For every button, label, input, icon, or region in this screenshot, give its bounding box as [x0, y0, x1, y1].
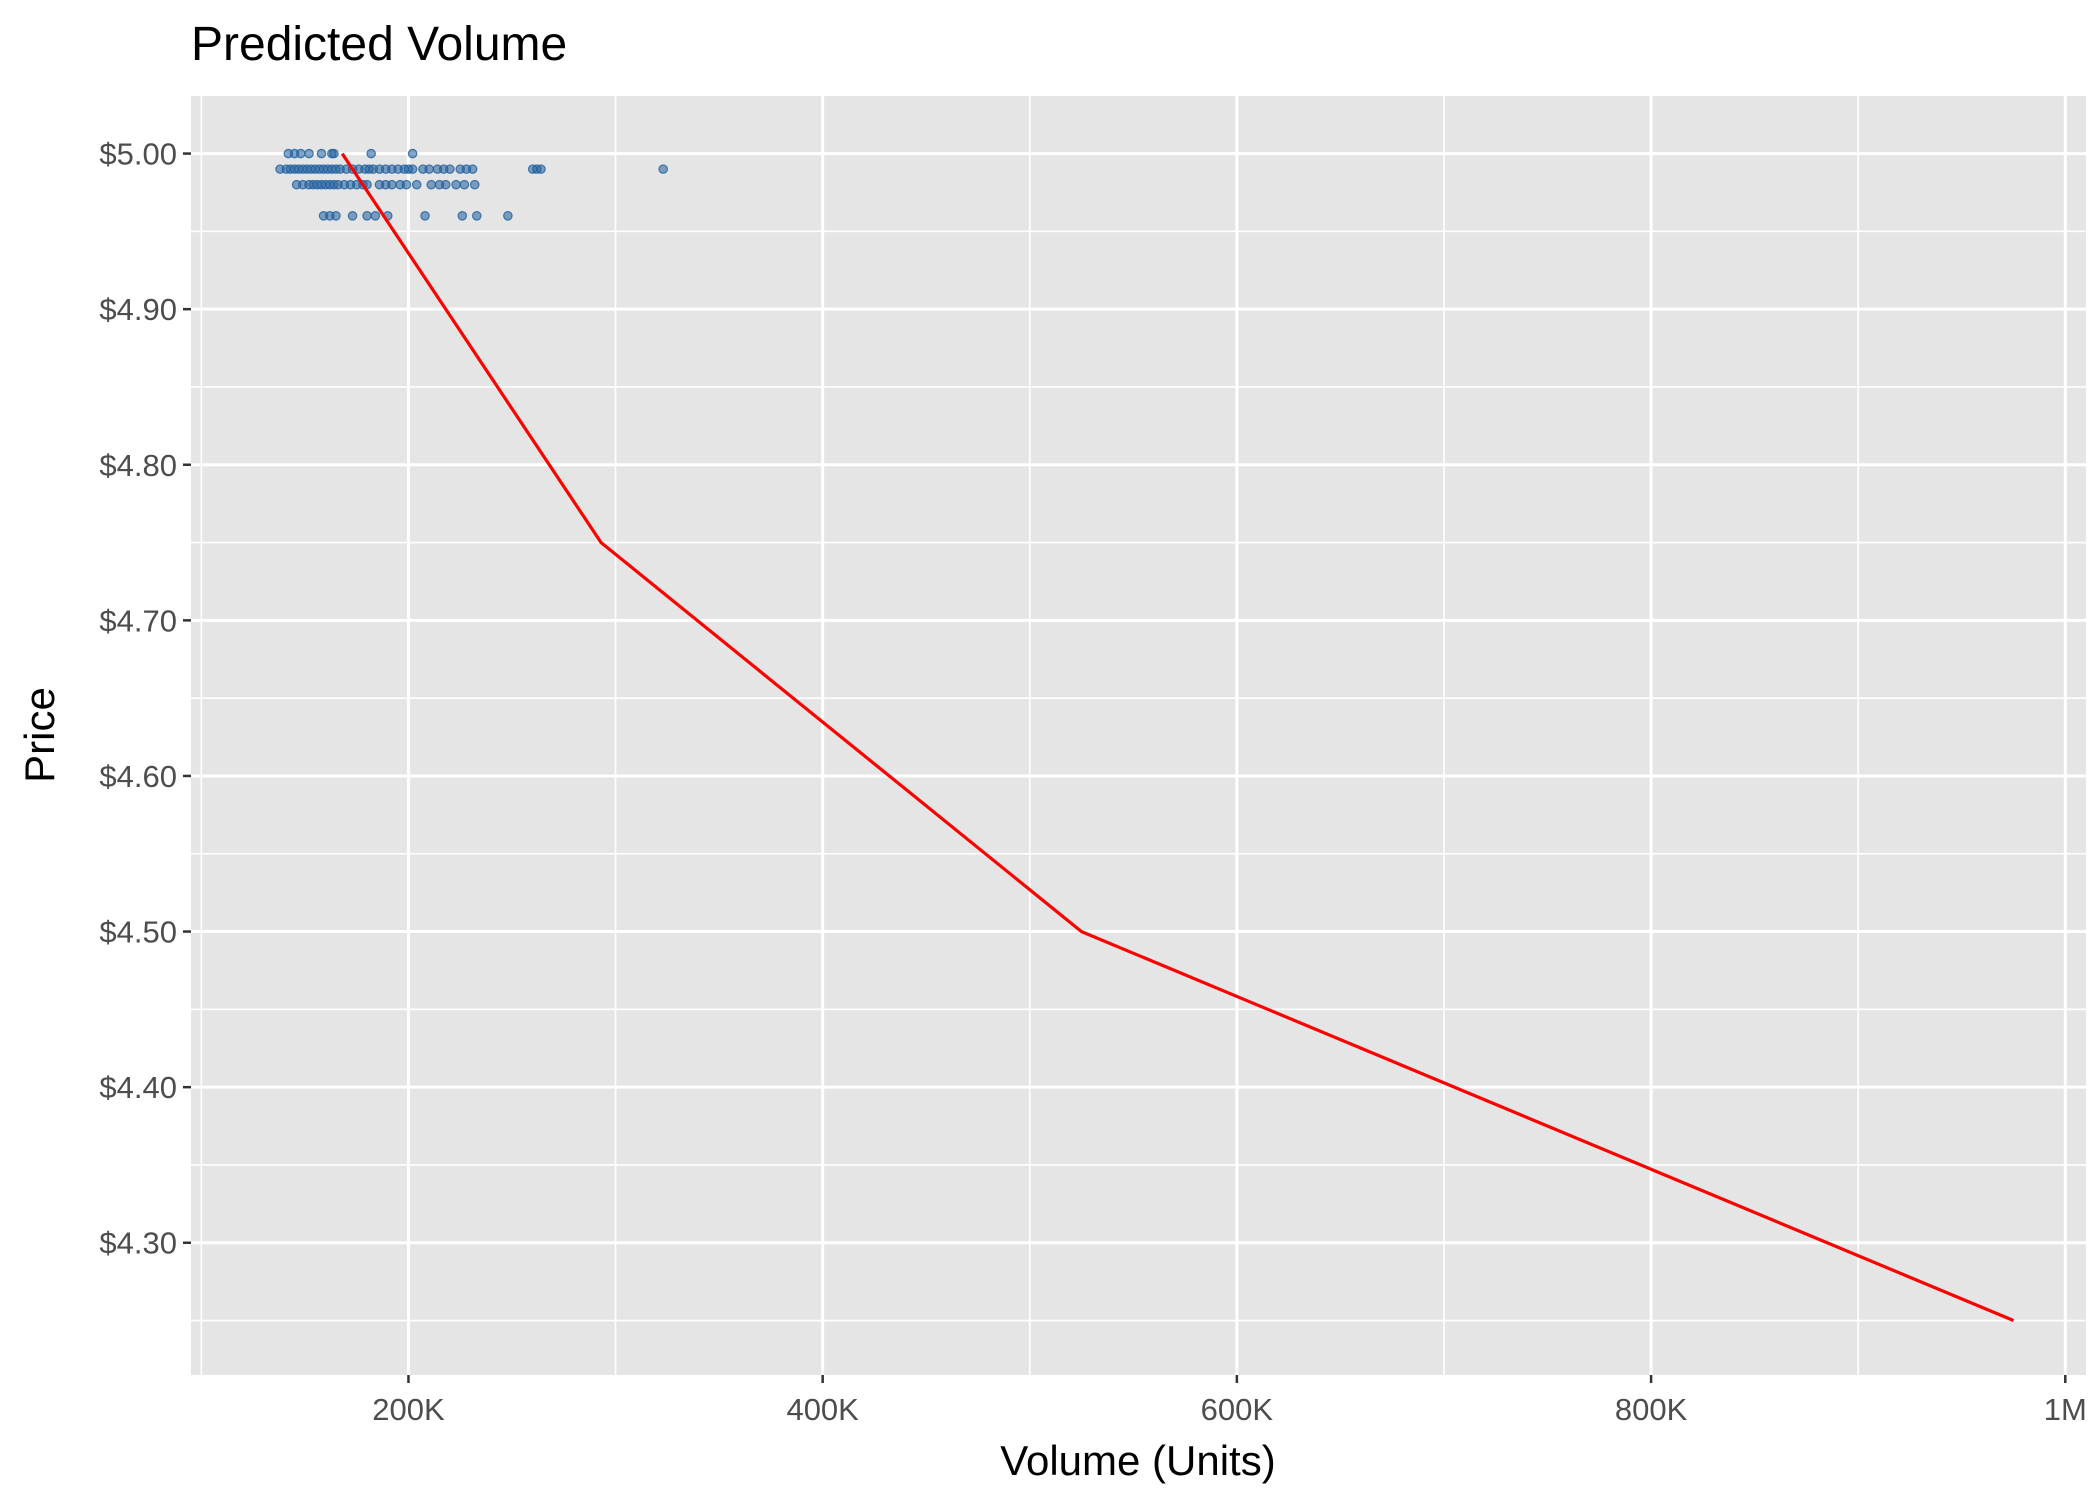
data-point [407, 148, 418, 159]
x-axis: 200K 400K 600K 800K 1M [372, 1375, 2087, 1427]
x-axis-title: Volume (Units) [1000, 1437, 1275, 1484]
scatter-points [275, 148, 668, 221]
major-gridlines [191, 96, 2086, 1375]
y-tick-label: $4.80 [99, 448, 177, 483]
data-point [411, 179, 422, 190]
prediction-line [340, 152, 2015, 1322]
data-point [329, 148, 339, 159]
data-point [658, 164, 668, 174]
data-point [295, 148, 306, 159]
y-axis: $4.30 $4.40 $4.50 $4.60 $4.70 $4.80 $4.90 $5.00 [99, 137, 191, 1261]
y-tick-label: $4.50 [99, 915, 177, 950]
data-point [407, 164, 418, 174]
data-point [370, 211, 381, 221]
data-point [331, 211, 341, 221]
y-tick-label: $4.40 [99, 1070, 177, 1105]
data-point [347, 211, 358, 221]
minor-gridlines [191, 96, 2086, 1375]
x-tick-label: 200K [372, 1392, 445, 1427]
y-tick-label: $4.70 [99, 603, 177, 638]
data-point [451, 179, 461, 190]
data-point [304, 148, 314, 159]
y-tick-label: $4.60 [99, 759, 177, 794]
x-tick-label: 600K [1201, 1392, 1274, 1427]
data-point [445, 164, 455, 174]
y-tick-label: $5.00 [99, 137, 177, 172]
data-point [426, 179, 437, 190]
plot-panel [191, 96, 2086, 1375]
data-point [469, 179, 480, 190]
x-tick-label: 1M [2044, 1392, 2087, 1427]
x-tick-label: 800K [1615, 1392, 1688, 1427]
y-tick-label: $4.30 [99, 1226, 177, 1261]
data-point [457, 211, 468, 221]
chart-title: Predicted Volume [191, 18, 567, 71]
x-tick-label: 400K [786, 1392, 859, 1427]
data-point [459, 179, 470, 190]
prediction-line-layer [340, 152, 2015, 1322]
data-point [536, 164, 546, 174]
data-point [366, 148, 376, 159]
data-point [503, 211, 513, 221]
y-axis-title: Price [16, 687, 63, 783]
data-point [420, 211, 430, 221]
y-tick-label: $4.90 [99, 292, 177, 327]
data-point [440, 179, 451, 190]
data-point [387, 179, 397, 190]
data-point [316, 148, 327, 159]
data-point [467, 164, 478, 174]
data-point [401, 179, 412, 190]
data-point [472, 211, 482, 221]
data-point [362, 211, 372, 221]
data-point [424, 164, 434, 174]
